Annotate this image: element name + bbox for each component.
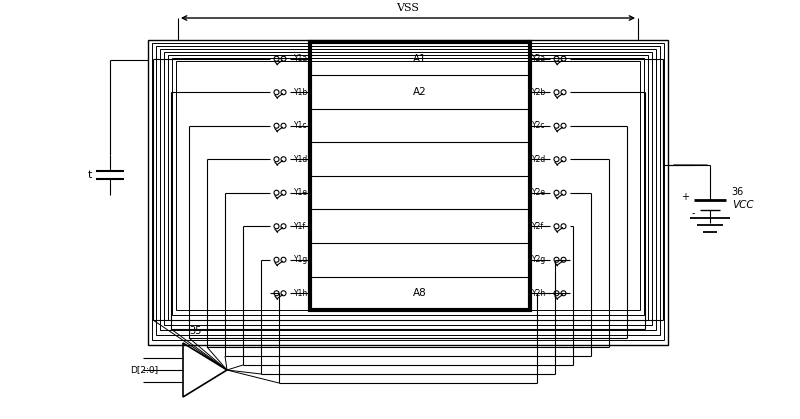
Text: Y2g: Y2g (532, 255, 546, 264)
Bar (172, 58, 644, 315)
Text: VCC: VCC (732, 200, 754, 210)
Text: Y1c: Y1c (294, 121, 307, 130)
Bar (164, 52, 652, 325)
Bar (148, 40, 668, 345)
Text: -: - (691, 208, 695, 218)
Bar (310, 42, 530, 310)
Text: Y1e: Y1e (294, 188, 308, 197)
Bar (156, 46, 660, 335)
Text: Y2a: Y2a (532, 54, 546, 63)
Text: A8: A8 (413, 288, 427, 298)
Text: D[2:0]: D[2:0] (130, 365, 158, 375)
Text: Y1d: Y1d (294, 155, 308, 164)
Text: Y1b: Y1b (294, 88, 308, 97)
Text: Y1f: Y1f (294, 222, 306, 231)
Text: Y2e: Y2e (532, 188, 546, 197)
Text: Y2d: Y2d (532, 155, 546, 164)
Bar (160, 49, 656, 330)
Text: Y2b: Y2b (532, 88, 546, 97)
Text: t: t (88, 170, 92, 180)
Text: +: + (681, 192, 689, 202)
Bar (152, 43, 664, 340)
Text: Y2f: Y2f (532, 222, 544, 231)
Text: 35: 35 (189, 326, 201, 336)
Text: Y1a: Y1a (294, 54, 308, 63)
Text: VSS: VSS (397, 3, 419, 13)
Text: A1: A1 (413, 54, 427, 64)
Text: 36: 36 (731, 187, 743, 197)
Bar (176, 61, 640, 310)
Text: Y2c: Y2c (532, 121, 546, 130)
Text: Y1g: Y1g (294, 255, 308, 264)
Text: A2: A2 (413, 87, 427, 97)
Text: Y2h: Y2h (532, 289, 546, 298)
Text: Y1h: Y1h (294, 289, 308, 298)
Bar (168, 55, 648, 320)
